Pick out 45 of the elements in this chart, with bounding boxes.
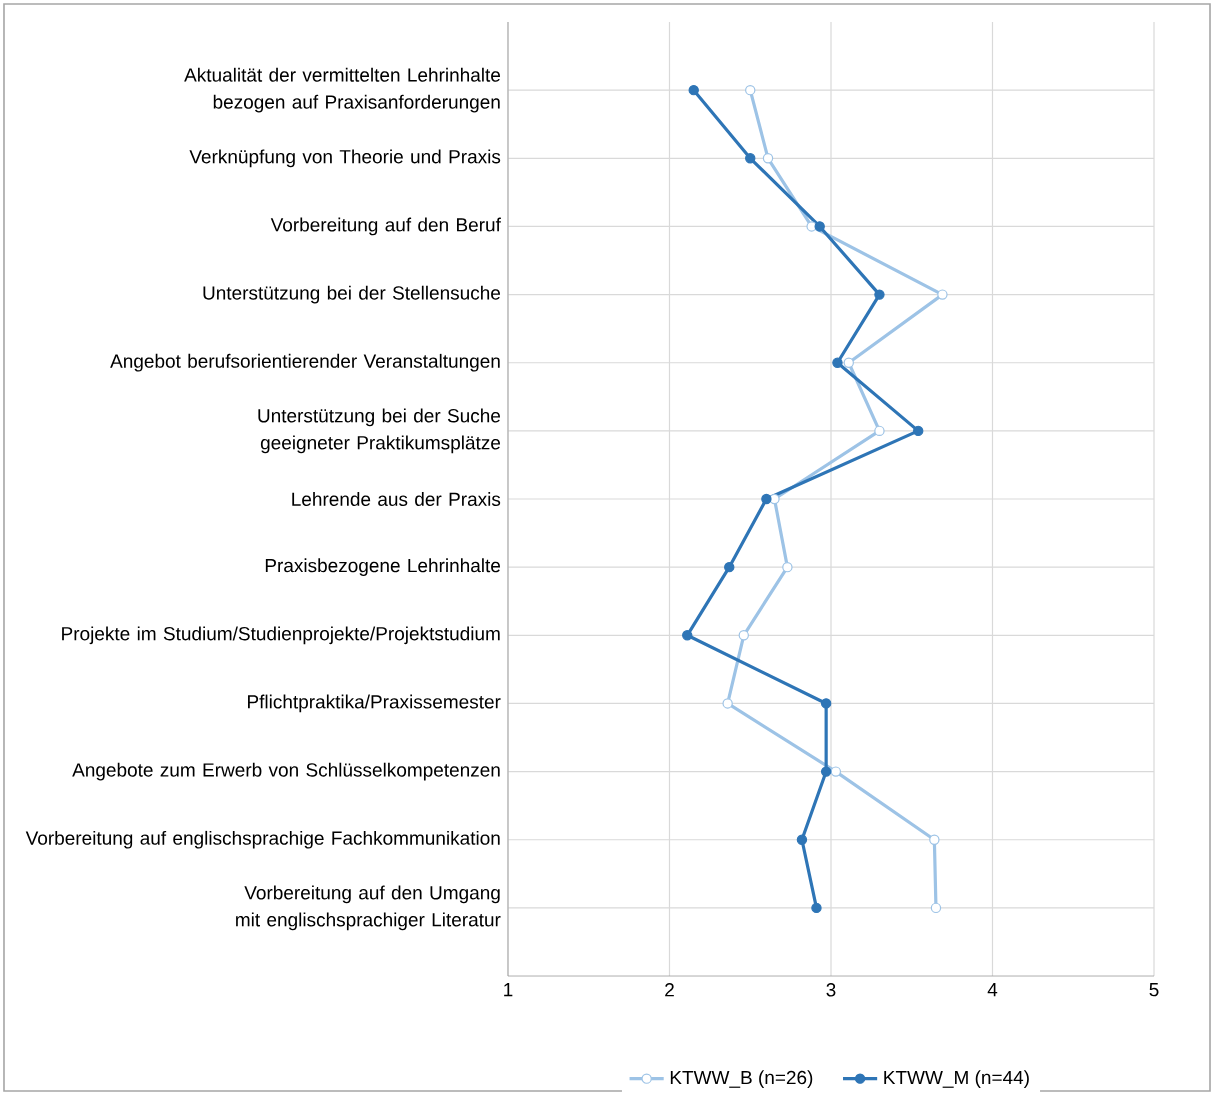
y-tick-label: Praxisbezogene Lehrinhalte — [265, 558, 501, 577]
point — [682, 630, 693, 641]
y-tick-label: Vorbereitung auf den Beruf — [270, 217, 501, 236]
y-tick-label: Aktualität der vermittelten Lehrinhalte bezogen auf Praxisanforderungen — [184, 67, 501, 113]
legend-label: KTWW_B (n=26) — [670, 1070, 813, 1088]
point — [832, 357, 843, 368]
y-tick-label: Unterstützung bei der Stellensuche — [203, 285, 501, 304]
point — [820, 698, 832, 709]
y-tick-label: Unterstützung bei der Suche geeigneter Praktikumsplätze — [258, 408, 501, 454]
x-tick-label: 1 — [504, 983, 513, 997]
point — [930, 902, 942, 914]
legend-label: KTWW_M (n=44) — [884, 1070, 1029, 1088]
point — [843, 357, 854, 368]
point — [782, 561, 793, 573]
y-tick-label: Vorbereitung auf englischsprachige Fachkommunikation — [25, 830, 500, 849]
x-tick-label: 2 — [665, 983, 674, 997]
point — [761, 493, 772, 505]
x-tick-label: 5 — [1149, 983, 1159, 997]
point — [814, 221, 825, 232]
point — [738, 630, 749, 641]
point — [913, 425, 924, 437]
y-tick-label: Vorbereitung auf den Umgang mit englischsprachiger Literatur — [236, 885, 501, 931]
point — [820, 766, 832, 777]
y-tick-label: Lehrende aus der Praxis — [292, 492, 501, 506]
point — [762, 153, 774, 164]
y-tick-label: Projekte im Studium/Studienprojekte/Projektstudium — [62, 626, 500, 645]
point — [830, 766, 842, 777]
point — [874, 289, 885, 300]
point — [722, 698, 733, 709]
y-tick-label: Verknüpfung von Theorie und Praxis — [189, 149, 501, 168]
point — [929, 834, 940, 845]
point — [796, 834, 808, 845]
y-tick-label: Pflichtpraktika/Praxissemester — [248, 694, 501, 713]
x-tick-label: 4 — [987, 983, 998, 997]
point — [745, 153, 756, 164]
point — [724, 561, 735, 573]
point — [745, 84, 756, 96]
point — [688, 84, 699, 96]
point — [811, 902, 822, 914]
y-tick-label: Angebote zum Erwerb von Schlüsselkompetenzen — [72, 762, 500, 781]
point — [806, 221, 817, 232]
x-tick-label: 3 — [826, 983, 836, 997]
y-tick-label: Angebot berufsorientierender Veranstaltungen — [110, 353, 500, 372]
point — [937, 289, 948, 300]
point — [874, 425, 885, 437]
